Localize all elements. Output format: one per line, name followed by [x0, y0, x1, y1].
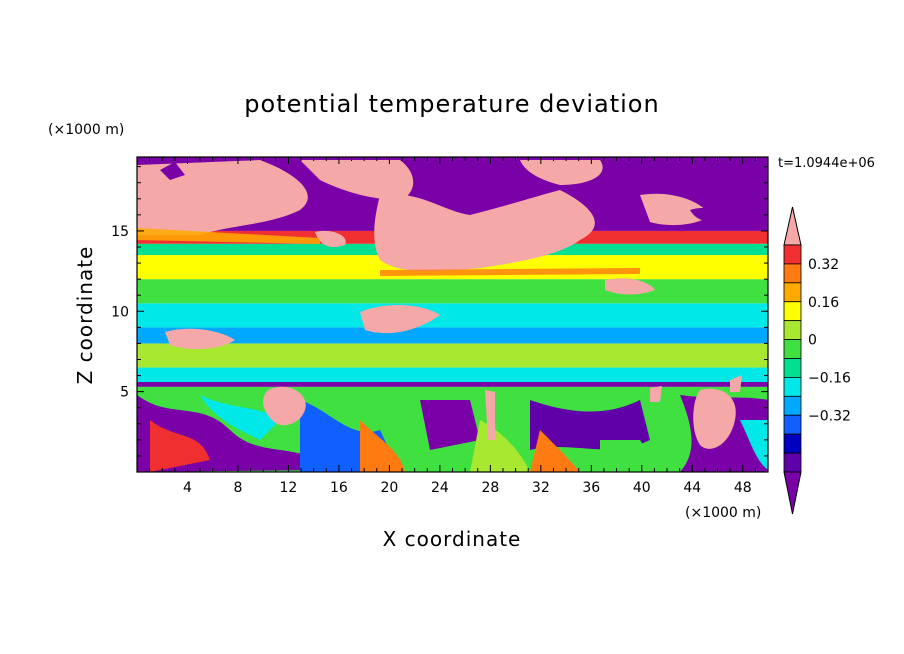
colorbar-segment [783, 395, 802, 416]
pink-patch-center [360, 304, 440, 334]
chart-title: potential temperature deviation [244, 90, 659, 118]
colorbar-segment [783, 320, 802, 340]
colorbar-segment [783, 263, 802, 284]
pink-patch-right [605, 278, 655, 295]
colorbar-tick-label: −0.16 [808, 370, 851, 386]
y-axis: 5 10 15 [111, 166, 768, 457]
lower-region-features [137, 375, 768, 472]
x-tick-label: 20 [380, 480, 398, 496]
colorbar-tick-label: 0.32 [808, 257, 839, 273]
layer-band-2 [137, 367, 768, 382]
x-unit-label: (×1000 m) [685, 505, 761, 521]
y-tick-label: 10 [111, 304, 129, 320]
colorbar-tick-label: 0 [808, 333, 817, 349]
x-axis-label: X coordinate [383, 527, 522, 551]
plot-field [137, 157, 768, 472]
x-tick-label: 24 [431, 480, 449, 496]
colorbar-segment [783, 301, 802, 322]
colorbar-segment [783, 244, 802, 265]
x-tick-label: 16 [330, 480, 348, 496]
layer-band-4 [137, 327, 768, 344]
x-tick-label: 40 [633, 480, 651, 496]
time-label: t=1.0944e+06 [778, 156, 875, 171]
x-tick-label: 4 [183, 480, 192, 496]
colorbar-segment [783, 282, 802, 303]
colorbar-segment [783, 358, 802, 378]
pink-patch-left [165, 328, 235, 350]
x-tick-label: 8 [233, 480, 242, 496]
layer-band-5 [137, 303, 768, 328]
colorbar-bottom-triangle [783, 471, 802, 515]
colorbar-tick-label: 0.16 [808, 295, 839, 311]
y-axis-label: Z coordinate [73, 246, 97, 385]
y-unit-label: (×1000 m) [48, 122, 124, 138]
x-axis: 4 8 12 16 20 24 28 32 36 40 44 48 [149, 157, 756, 496]
y-tick-label: 15 [111, 224, 129, 240]
colorbar-segment [783, 433, 802, 454]
x-tick-label: 12 [280, 480, 298, 496]
colorbar-tick-label: −0.32 [808, 408, 851, 424]
x-tick-label: 44 [683, 480, 701, 496]
layer-band-6 [137, 279, 768, 304]
x-tick-label: 48 [734, 480, 752, 496]
colorbar: 0.32 0.16 0 −0.16 −0.32 [783, 206, 851, 515]
layer-band-3 [137, 343, 768, 368]
x-tick-label: 28 [481, 480, 499, 496]
colorbar-segment [783, 377, 802, 397]
x-tick-label: 36 [582, 480, 600, 496]
x-tick-label: 32 [532, 480, 550, 496]
colorbar-segment [783, 414, 802, 435]
colorbar-segment [783, 339, 802, 359]
colorbar-segment [783, 452, 802, 473]
y-tick-label: 5 [120, 385, 129, 401]
layer-band-1 [137, 382, 768, 387]
upper-region-features [137, 160, 768, 276]
colorbar-top-triangle [783, 206, 802, 246]
